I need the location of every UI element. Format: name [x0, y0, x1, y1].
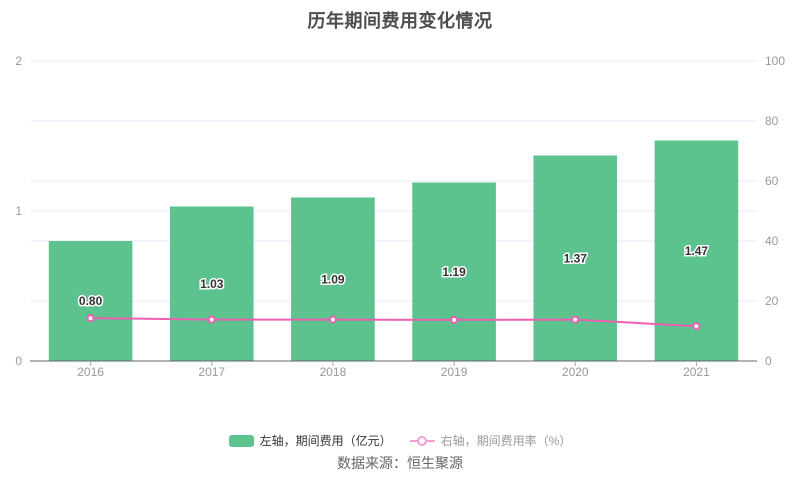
line-point-2016[interactable]: [86, 314, 95, 323]
line-point-2017[interactable]: [207, 315, 216, 324]
legend: 左轴，期间费用（亿元） 右轴，期间费用率（%）: [0, 434, 800, 448]
bar-2019[interactable]: [412, 182, 496, 362]
right-axis-label-100: 100: [765, 54, 785, 68]
left-axis-label-1: 1: [15, 204, 22, 218]
right-axis-label-40: 40: [765, 234, 779, 248]
left-axis-label-0: 0: [15, 354, 22, 368]
bar-legend-swatch-icon: [228, 435, 254, 447]
chart-canvas: 0.80 1.03 1.09 1.19 1.37 1.47 2016 2017 2018 2019…: [15, 54, 785, 379]
bar-2018[interactable]: [291, 197, 375, 362]
line-point-2020[interactable]: [571, 315, 580, 324]
right-axis-label-60: 60: [765, 174, 779, 188]
line-point-2021[interactable]: [692, 322, 701, 331]
right-axis-label-0: 0: [765, 354, 772, 368]
legend-item-line-series[interactable]: 右轴，期间费用率（%）: [409, 434, 572, 448]
chart-title: 历年期间费用变化情况: [307, 11, 493, 31]
right-axis-label-20: 20: [765, 294, 779, 308]
legend-bar-label: 左轴，期间费用（亿元）: [259, 434, 392, 448]
x-axis-label-2016: 2016: [77, 365, 104, 379]
x-axis-label-2017: 2017: [198, 365, 225, 379]
expense-ratio-line: [90, 317, 697, 328]
bar-2017[interactable]: [169, 206, 254, 362]
legend-item-bar-series[interactable]: 左轴，期间费用（亿元）: [228, 434, 392, 448]
data-source: 数据来源：恒生聚源: [337, 455, 463, 471]
line-point-2019[interactable]: [450, 315, 459, 324]
bar-label-2018: 1.09: [321, 272, 345, 286]
line-point-2018[interactable]: [328, 315, 337, 324]
bar-label-2019: 1.19: [442, 265, 466, 279]
bar-label-2017: 1.03: [200, 277, 224, 291]
x-axis-label-2018: 2018: [320, 365, 347, 379]
bar-label-2020: 1.37: [564, 251, 588, 265]
left-axis-label-2: 2: [15, 54, 22, 68]
x-axis-label-2019: 2019: [441, 365, 468, 379]
line-legend-marker-icon: [409, 435, 435, 447]
x-axis-label-2020: 2020: [562, 365, 589, 379]
legend-line-label: 右轴，期间费用率（%）: [440, 434, 572, 448]
x-axis-label-2021: 2021: [683, 365, 710, 379]
bar-2016[interactable]: [48, 241, 133, 361]
right-axis-label-80: 80: [765, 114, 779, 128]
bar-2020[interactable]: [533, 155, 618, 362]
bar-label-2021: 1.47: [685, 244, 709, 258]
bar-label-2016: 0.80: [79, 294, 103, 308]
